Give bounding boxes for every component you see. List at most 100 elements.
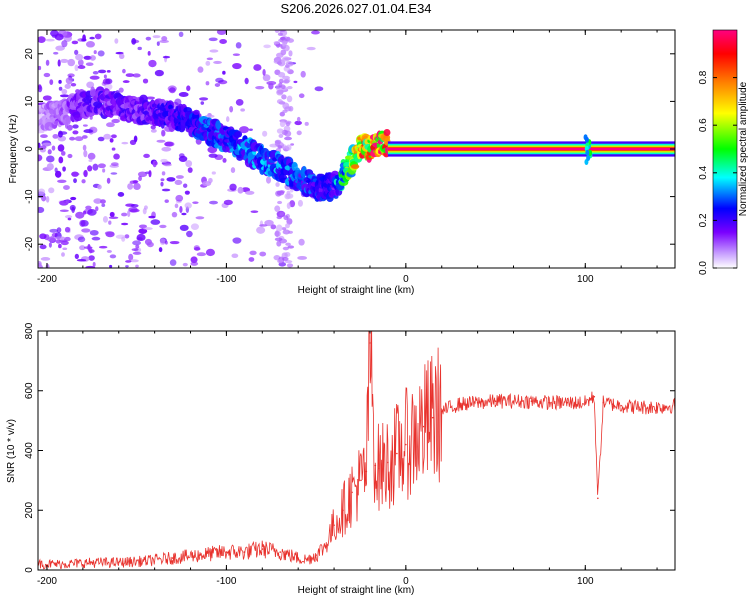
snr-point <box>593 395 596 398</box>
heatmap-noise-blob <box>250 210 259 213</box>
heatmap-noise-blob <box>274 230 280 238</box>
heatmap-noise-blob <box>288 230 293 234</box>
heatmap-noise-blob <box>70 196 77 201</box>
snr-point <box>656 406 658 408</box>
snr-panel: -200 -100 0 100 0 200 400 600 800 Height of str… <box>6 322 676 596</box>
heatmap-noise-blob <box>290 143 295 146</box>
heatmap-noise-blob <box>58 131 68 135</box>
heatmap-noise-blob <box>237 186 244 194</box>
heatmap-noise-blob <box>83 150 88 158</box>
heatmap-y-ticks: -20 -10 0 10 20 <box>24 48 675 251</box>
heatmap-noise-blob <box>154 69 164 77</box>
heatmap-noise-blob <box>287 38 295 43</box>
heatmap-noise-blob <box>74 64 79 72</box>
heatmap-noise-blob <box>64 226 71 233</box>
snr-point <box>405 443 407 446</box>
heatmap-noise-blob <box>277 32 283 37</box>
heatmap-noise-blob <box>41 142 52 147</box>
heatmap-noise-blob <box>133 182 141 191</box>
heatmap-ridge-blob <box>235 130 243 138</box>
heatmap-noise-blob <box>240 108 245 112</box>
heatmap-noise-blob <box>213 60 222 64</box>
heatmap-noise-blob <box>138 175 142 181</box>
snr-point <box>494 400 497 403</box>
heatmap-noise-blob <box>300 70 306 78</box>
heatmap-noise-blob <box>143 153 150 159</box>
heatmap-noise-blob <box>150 128 157 133</box>
snr-point <box>365 470 368 473</box>
heatmap-noise-blob <box>136 233 146 242</box>
heatmap-noise-blob <box>148 59 157 68</box>
heatmap-noise-blob <box>288 50 293 57</box>
heatmap-noise-blob <box>64 214 73 219</box>
snr-plot-area <box>38 331 675 570</box>
heatmap-noise-blob <box>106 122 115 128</box>
heatmap-noise-blob <box>38 206 45 214</box>
snr-x-label: Height of straight line (km) <box>298 585 415 596</box>
heatmap-noise-blob <box>294 120 302 126</box>
heatmap-ridge-blob <box>168 104 173 110</box>
heatmap-noise-blob <box>132 240 142 246</box>
heatmap-noise-blob <box>259 251 267 257</box>
heatmap-noise-blob <box>121 141 129 145</box>
heatmap-noise-blob <box>222 157 227 163</box>
heatmap-ridge-blob <box>193 109 200 116</box>
heatmap-noise-blob <box>38 65 42 71</box>
snr-point <box>584 401 587 404</box>
heatmap-noise-blob <box>40 134 48 139</box>
colorbar-gradient <box>712 29 738 269</box>
heatmap-noise-blob <box>266 176 272 184</box>
heatmap-noise-blob <box>205 60 211 66</box>
heatmap-noise-blob <box>38 84 42 90</box>
heatmap-noise-blob <box>57 59 61 67</box>
snr-point <box>261 548 264 550</box>
heatmap-noise-blob <box>43 72 51 78</box>
heatmap-noise-blob <box>174 203 179 209</box>
heatmap-noise-blob <box>131 248 139 252</box>
heatmap-noise-blob <box>142 78 149 84</box>
snr-point <box>369 342 371 344</box>
heatmap-noise-blob <box>42 95 52 101</box>
heatmap-noise-blob <box>160 181 164 187</box>
heatmap-noise-blob <box>159 238 166 245</box>
snr-point <box>458 403 461 405</box>
heatmap-noise-blob <box>61 88 68 95</box>
x-tick-label: -100 <box>216 576 236 587</box>
heatmap-noise-blob <box>211 171 216 175</box>
snr-point <box>91 561 93 564</box>
snr-point <box>566 401 569 404</box>
heatmap-noise-blob <box>311 30 320 35</box>
heatmap-noise-blob <box>222 70 226 75</box>
heatmap-noise-blob <box>77 59 84 66</box>
heatmap-noise-blob <box>67 217 72 221</box>
heatmap-noise-blob <box>128 206 138 213</box>
heatmap-noise-blob <box>162 55 171 59</box>
heatmap-noise-blob <box>282 256 289 261</box>
snr-point <box>431 416 434 419</box>
y-tick-label: 0 <box>24 567 35 573</box>
heatmap-noise-blob <box>196 252 207 257</box>
heatmap-noise-blob <box>145 96 156 100</box>
heatmap-noise-blob <box>286 218 293 225</box>
snr-point <box>225 551 228 553</box>
heatmap-noise-blob <box>286 263 294 268</box>
heatmap-noise-blob <box>208 153 218 158</box>
snr-point <box>64 563 66 565</box>
heatmap-noise-blob <box>160 178 165 182</box>
heatmap-noise-blob <box>94 33 102 40</box>
heatmap-noise-blob <box>103 74 107 79</box>
snr-point <box>396 452 398 455</box>
heatmap-noise-blob <box>60 240 69 246</box>
heatmap-noise-blob <box>187 167 193 173</box>
heatmap-noise-blob <box>59 94 70 98</box>
heatmap-noise-blob <box>60 58 69 64</box>
heatmap-noise-blob <box>178 153 185 158</box>
heatmap-ridge-blob <box>585 149 590 156</box>
heatmap-noise-blob <box>103 133 112 140</box>
heatmap-noise-blob <box>286 202 291 209</box>
heatmap-noise-blob <box>87 244 91 251</box>
snr-point <box>449 406 452 408</box>
heatmap-noise-blob <box>259 224 268 227</box>
heatmap-noise-blob <box>275 182 280 187</box>
heatmap-noise-blob <box>128 253 134 261</box>
